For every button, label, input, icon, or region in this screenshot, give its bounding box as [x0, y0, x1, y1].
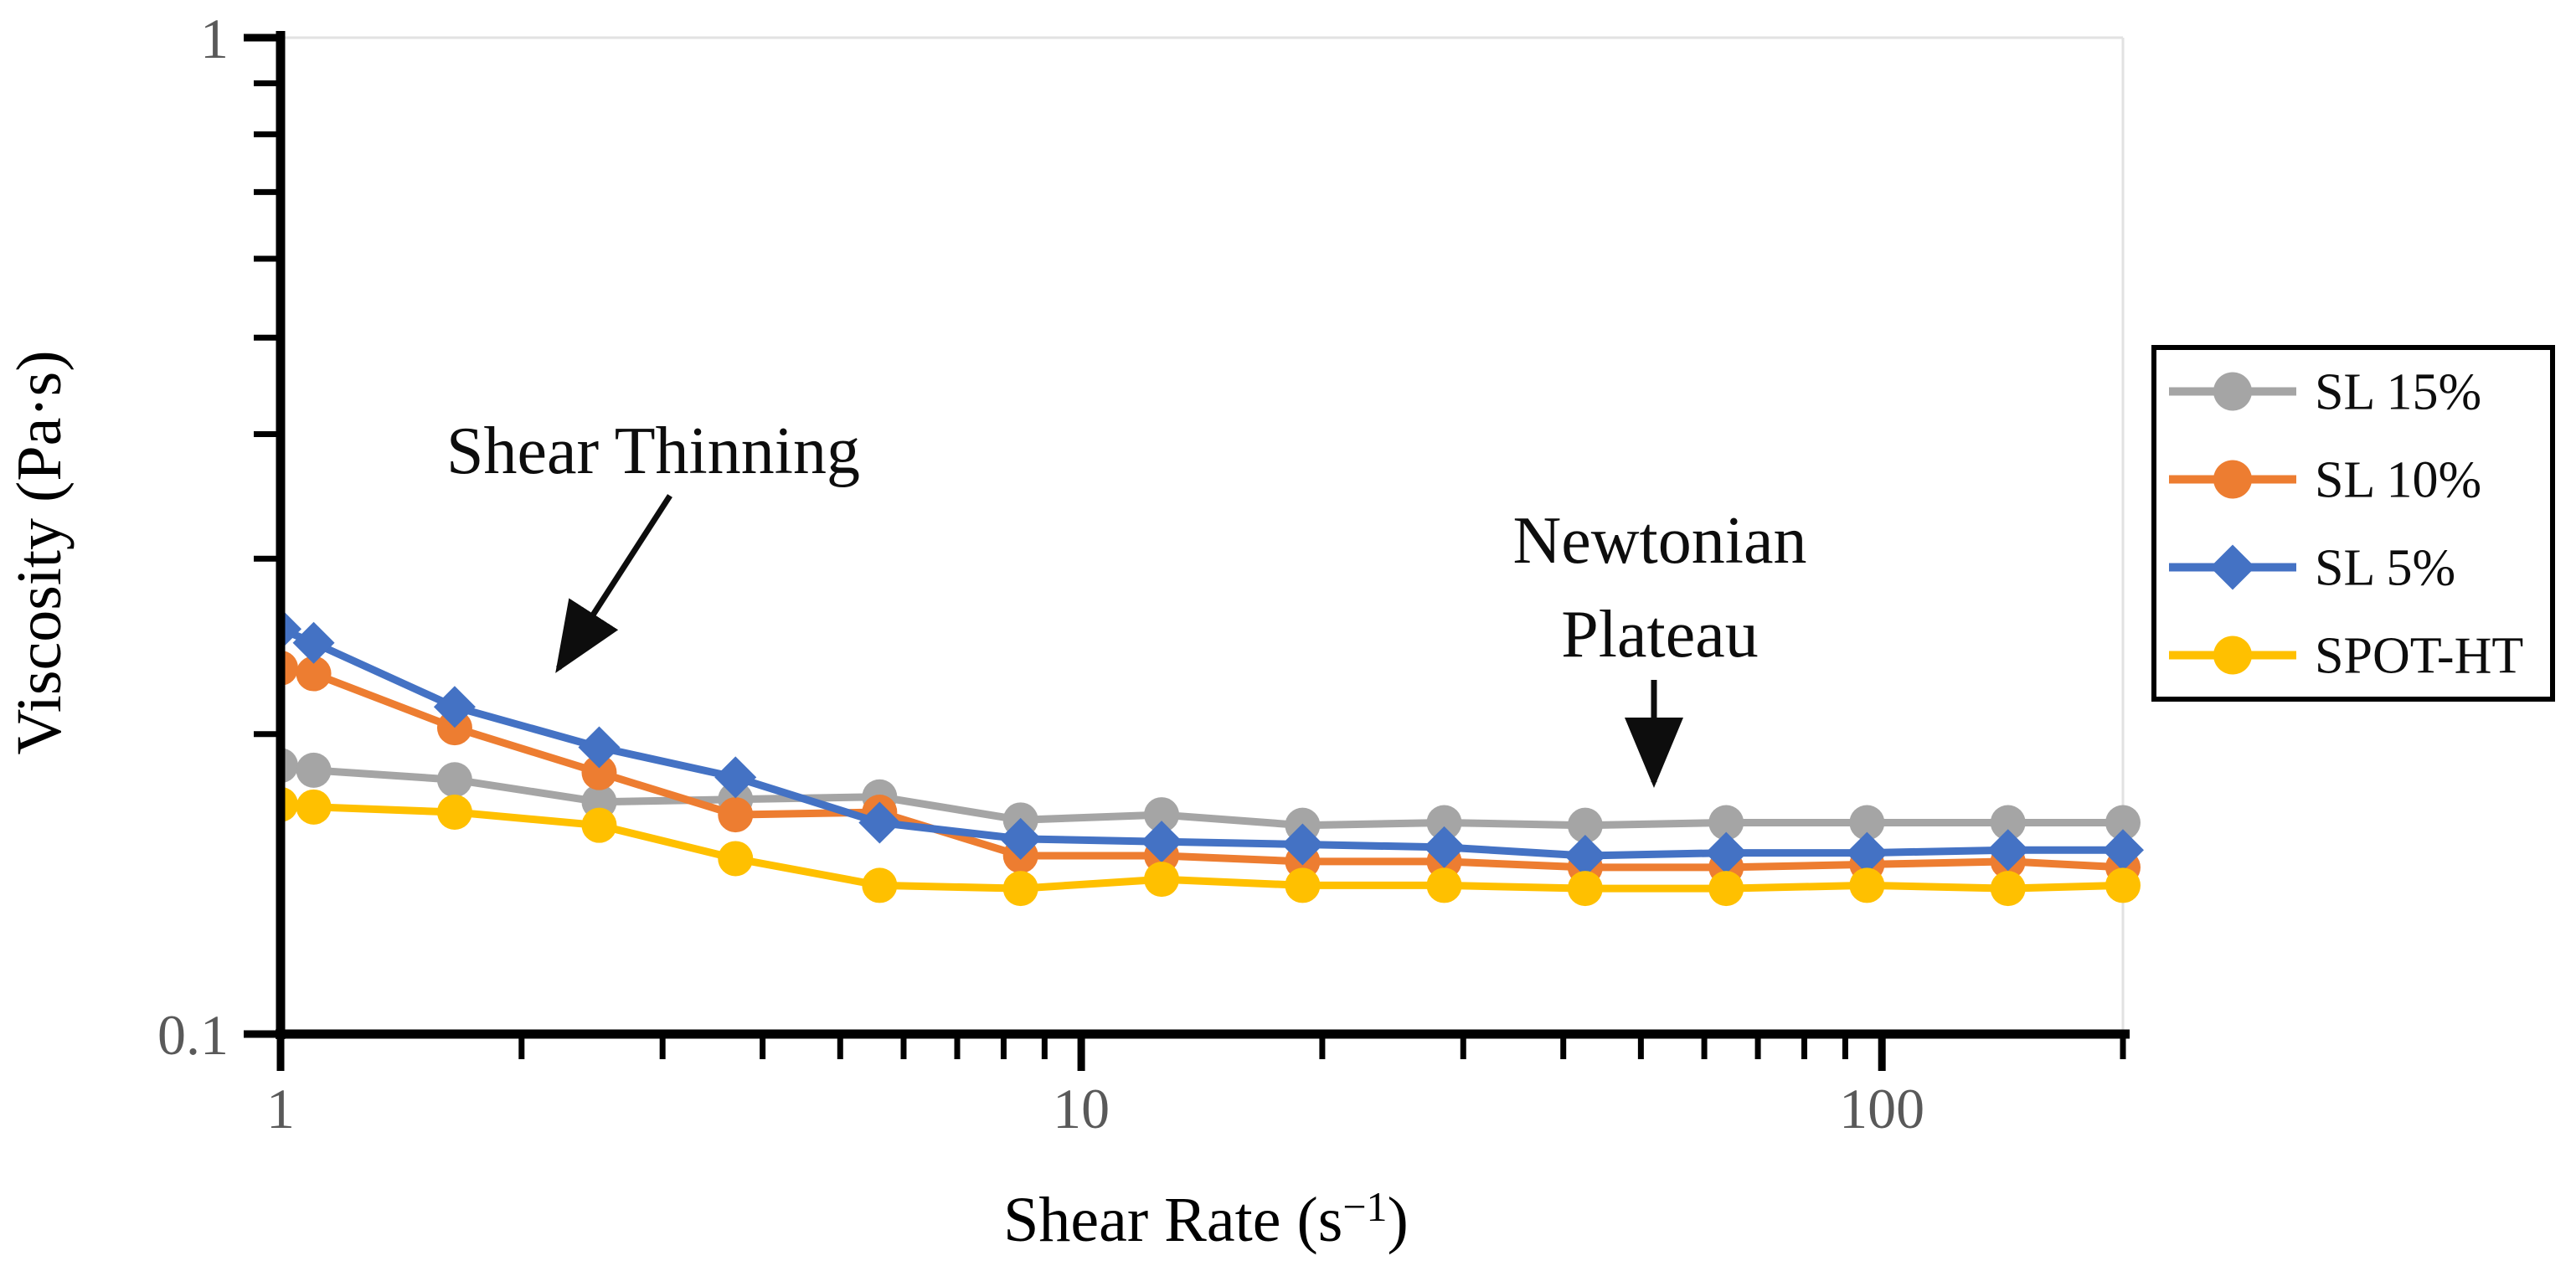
- data-point-marker: [862, 867, 898, 903]
- data-point-marker: [1990, 805, 2026, 841]
- series-spot-ht: [281, 786, 2141, 907]
- data-point-marker: [718, 841, 754, 877]
- data-series-group: [281, 608, 2144, 907]
- data-point-marker: [1564, 835, 1606, 877]
- data-point-marker: [858, 801, 901, 844]
- legend-label: SPOT-HT: [2315, 628, 2523, 685]
- legend-label: SL 5%: [2315, 540, 2455, 597]
- data-point-marker: [581, 754, 617, 790]
- data-point-marker: [1567, 807, 1603, 843]
- y-axis-tick-label: 1: [200, 7, 229, 70]
- data-point-marker: [1426, 867, 1462, 903]
- data-point-marker: [296, 656, 332, 692]
- data-point-marker: [1423, 826, 1466, 868]
- data-point-marker: [581, 807, 617, 843]
- annotation-newtonian-line2: Plateau: [1561, 598, 1758, 672]
- legend: SL 15% SL 10% SL 5% SPOT-HT: [2151, 345, 2555, 702]
- data-point-marker: [1705, 831, 1748, 874]
- data-point-marker: [2102, 829, 2144, 872]
- legend-label: SL 10%: [2315, 452, 2481, 509]
- y-axis-tick-label: 0.1: [157, 1003, 229, 1067]
- series-line-sl-10: [281, 664, 2127, 872]
- data-point-marker: [1141, 821, 1183, 863]
- legend-item-sl-15: SL 15%: [2169, 364, 2481, 421]
- legend-marker: [2213, 372, 2252, 411]
- legend-item-sl-10: SL 10%: [2169, 452, 2481, 509]
- data-point-marker: [999, 817, 1042, 860]
- data-point-marker: [1708, 805, 1744, 841]
- data-point-marker: [1990, 871, 2026, 907]
- x-axis-title: Shear Rate (s−1): [1003, 1183, 1409, 1255]
- data-point-marker: [436, 794, 472, 830]
- axis-tick-labels: 1 0.1 1 10 100: [157, 7, 1924, 1140]
- data-point-marker: [1846, 831, 1888, 874]
- data-point-marker: [296, 789, 332, 825]
- data-point-marker: [1144, 797, 1180, 833]
- legend-marker: [2213, 636, 2252, 675]
- data-point-marker: [1849, 805, 1885, 841]
- annotation-newtonian-line1: Newtonian: [1512, 504, 1806, 578]
- data-point-marker: [1002, 871, 1038, 907]
- legend-item-sl-5: SL 5%: [2169, 540, 2455, 597]
- data-point-marker: [1986, 829, 2029, 872]
- axes: [244, 31, 2130, 1071]
- data-point-marker: [436, 762, 472, 798]
- data-point-marker: [433, 686, 476, 728]
- legend-marker: [2213, 460, 2252, 499]
- data-point-marker: [1285, 867, 1321, 903]
- annotation-arrows: [555, 494, 1683, 788]
- data-point-marker: [296, 752, 332, 788]
- data-point-marker: [281, 608, 301, 651]
- legend-marker: [2210, 544, 2255, 590]
- data-point-marker: [714, 756, 757, 799]
- annotation-shear-thinning: Shear Thinning: [446, 414, 860, 488]
- annotation-arrow-shear-thinning: [555, 494, 672, 673]
- y-axis-title: Viscosity (Pa·s): [4, 350, 75, 754]
- x-axis-tick-label: 10: [1053, 1077, 1110, 1140]
- data-point-marker: [2105, 805, 2141, 841]
- legend-item-spot-ht: SPOT-HT: [2169, 628, 2523, 685]
- series-sl-15: [281, 748, 2141, 843]
- legend-label: SL 15%: [2315, 364, 2481, 421]
- series-line-sl-15: [281, 761, 2127, 830]
- data-point-marker: [1849, 867, 1885, 903]
- data-point-marker: [292, 621, 335, 664]
- x-axis-tick-label: 100: [1839, 1077, 1924, 1140]
- data-point-marker: [1281, 823, 1324, 866]
- series-sl-5: [281, 608, 2144, 877]
- data-point-marker: [718, 797, 754, 833]
- data-point-marker: [1144, 862, 1180, 898]
- data-point-marker: [2105, 867, 2141, 903]
- data-point-marker: [1708, 871, 1744, 907]
- data-point-marker: [1567, 871, 1603, 907]
- data-point-marker: [1426, 805, 1462, 841]
- x-axis-tick-label: 1: [266, 1077, 295, 1140]
- data-point-marker: [578, 726, 621, 769]
